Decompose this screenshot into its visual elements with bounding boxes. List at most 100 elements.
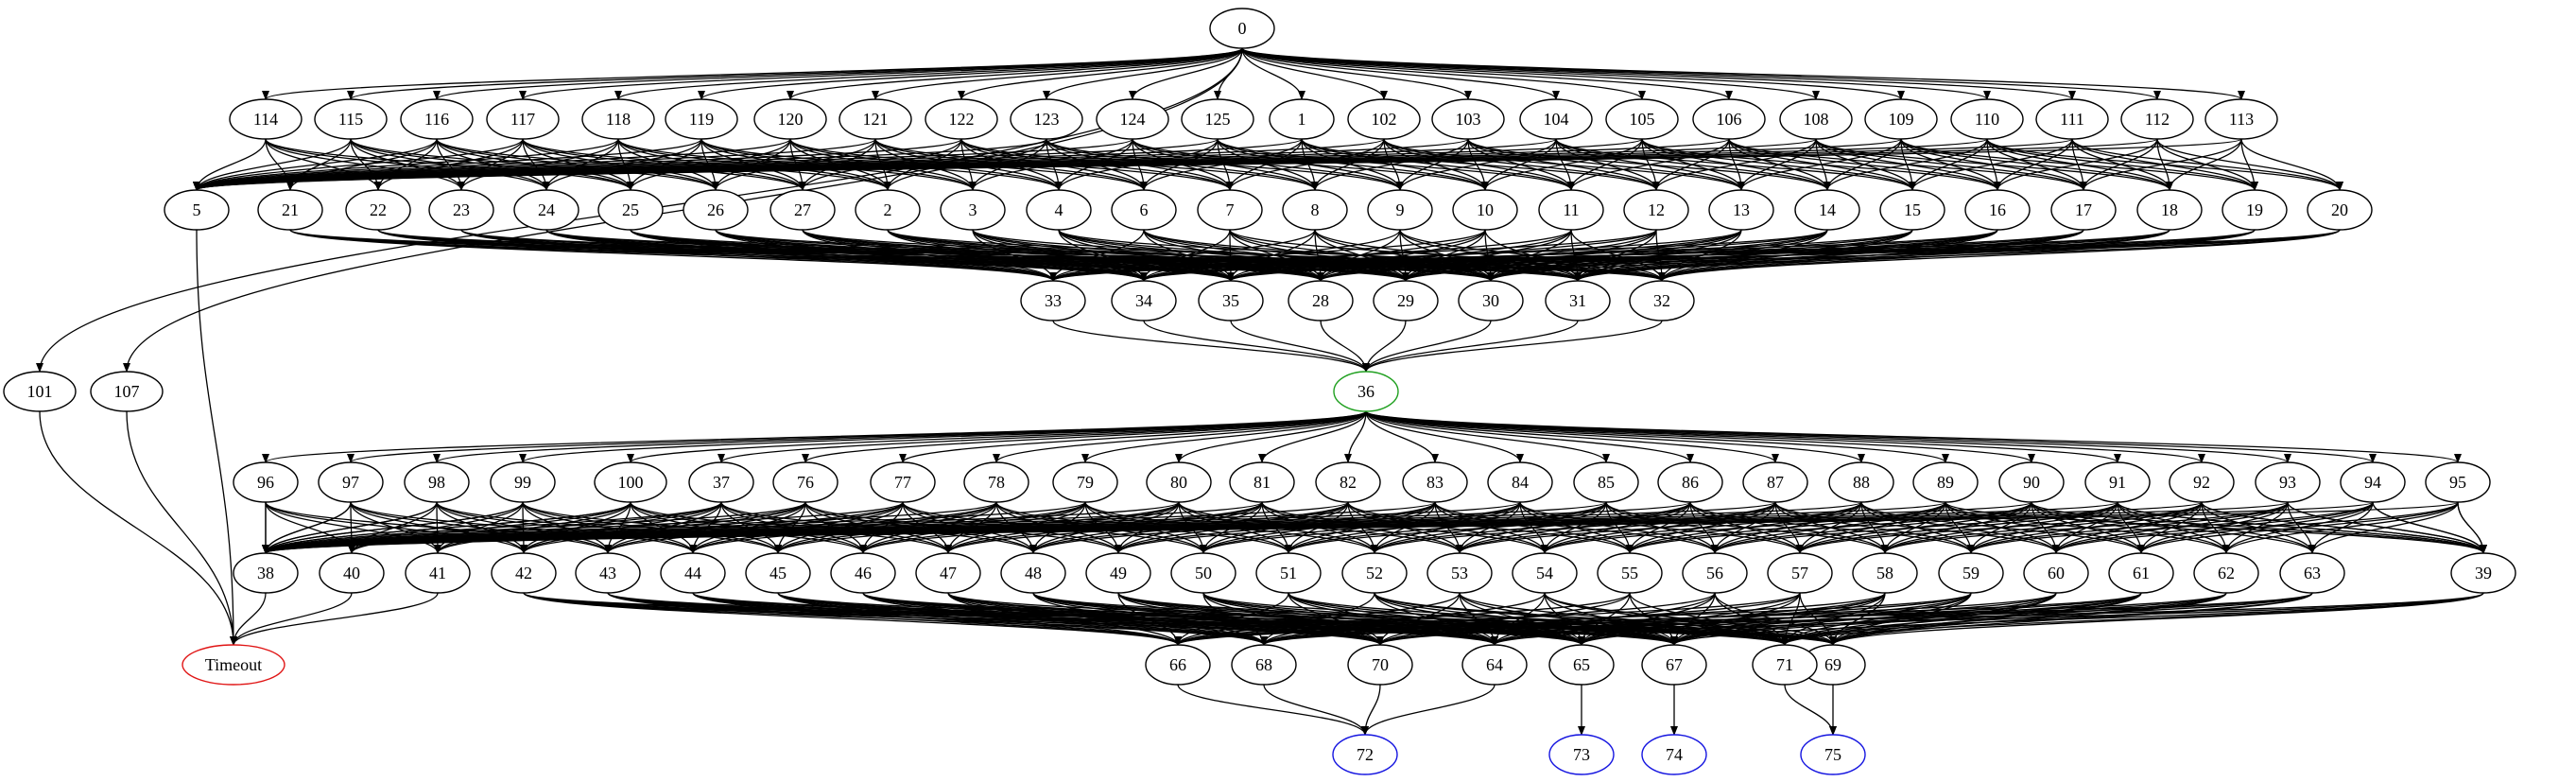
node-84: 84 <box>1487 461 1553 503</box>
edge-87-to-53 <box>1456 501 1776 554</box>
node-ellipse <box>3 371 77 412</box>
node-40: 40 <box>319 552 385 594</box>
edge-106-to-11 <box>1567 138 1730 191</box>
node-ellipse <box>1692 98 1766 140</box>
node-label: 19 <box>2246 200 2263 219</box>
node-ellipse <box>1373 280 1439 321</box>
node-label: 67 <box>1666 655 1683 674</box>
node-ellipse <box>1623 189 1689 231</box>
edge-87-to-52 <box>1371 501 1776 554</box>
edge-64-to-72 <box>1361 684 1495 736</box>
edge-10-to-28 <box>1317 229 1486 282</box>
node-46: 46 <box>830 552 896 594</box>
edge-36-to-86 <box>1365 410 1694 463</box>
node-ellipse <box>1458 280 1524 321</box>
node-label: Timeout <box>205 655 262 674</box>
edge-92-to-57 <box>1796 501 2203 554</box>
edge-24-to-33 <box>545 229 1057 282</box>
node-ellipse <box>90 371 164 412</box>
node-label: 93 <box>2279 473 2296 492</box>
node-label: 44 <box>684 564 701 582</box>
edge-0-to-124 <box>1129 47 1243 100</box>
node-label: 107 <box>114 382 140 401</box>
node-ellipse <box>1197 189 1263 231</box>
edge-36-to-85 <box>1365 410 1610 463</box>
edge-95-to-60 <box>2052 501 2459 554</box>
edge-39-to-67 <box>1670 592 2484 646</box>
edge-53-to-71 <box>1459 592 1789 646</box>
edge-51-to-64 <box>1288 592 1498 646</box>
edge-48-to-64 <box>1032 592 1498 646</box>
node-26: 26 <box>683 189 749 231</box>
edge-36-to-87 <box>1365 410 1779 463</box>
edge-36-to-77 <box>899 410 1367 463</box>
node-label: 100 <box>618 473 644 492</box>
node-18: 18 <box>2136 189 2203 231</box>
node-ellipse <box>1752 644 1818 686</box>
node-ellipse <box>400 98 474 140</box>
node-ellipse <box>164 189 230 231</box>
node-label: 110 <box>1975 110 1999 129</box>
edge-110-to-15 <box>1909 138 1988 191</box>
edge-41-to-Timeout <box>230 592 439 646</box>
node-ellipse <box>665 98 738 140</box>
edge-70-to-72 <box>1361 684 1381 736</box>
node-label: 50 <box>1195 564 1212 582</box>
node-label: 95 <box>2449 473 2466 492</box>
node-label: 56 <box>1706 564 1723 582</box>
node-label: 28 <box>1312 291 1329 310</box>
node-ellipse <box>1998 461 2065 503</box>
node-label: 15 <box>1904 200 1921 219</box>
node-6: 6 <box>1111 189 1177 231</box>
node-label: 90 <box>2023 473 2040 492</box>
node-label: 8 <box>1311 200 1320 219</box>
node-ellipse <box>1964 189 2031 231</box>
edge-6-to-28 <box>1143 229 1324 282</box>
edge-111-to-16 <box>1994 138 2073 191</box>
edge-62-to-69 <box>1829 592 2227 646</box>
edge-0-to-121 <box>872 47 1243 100</box>
node-ellipse <box>314 98 388 140</box>
node-ellipse <box>1229 461 1295 503</box>
node-71: 71 <box>1752 644 1818 686</box>
edge-52-to-64 <box>1374 592 1498 646</box>
edge-36-to-88 <box>1365 410 1865 463</box>
node-ellipse <box>2193 552 2259 594</box>
edge-20-to-35 <box>1227 229 2341 282</box>
edge-45-to-70 <box>777 592 1384 646</box>
node-label: 117 <box>510 110 535 129</box>
edge-49-to-70 <box>1117 592 1384 646</box>
node-103: 103 <box>1431 98 1505 140</box>
node-2: 2 <box>855 189 921 231</box>
edge-36-to-82 <box>1344 410 1367 463</box>
edge-36-to-100 <box>627 410 1367 463</box>
node-102: 102 <box>1347 98 1421 140</box>
node-17: 17 <box>2050 189 2117 231</box>
node-29: 29 <box>1373 280 1439 321</box>
edge-39-to-68 <box>1260 592 2484 646</box>
node-label: 122 <box>949 110 975 129</box>
node-ellipse <box>1347 644 1413 686</box>
node-ellipse <box>229 98 303 140</box>
node-58: 58 <box>1852 552 1918 594</box>
edge-20-to-33 <box>1049 229 2341 282</box>
node-106: 106 <box>1692 98 1766 140</box>
node-label: 45 <box>769 564 787 582</box>
node-22: 22 <box>345 189 411 231</box>
node-25: 25 <box>597 189 664 231</box>
node-label: 113 <box>2229 110 2254 129</box>
edge-20-to-29 <box>1402 229 2341 282</box>
node-ellipse <box>1231 644 1297 686</box>
node-53: 53 <box>1426 552 1493 594</box>
node-82: 82 <box>1315 461 1381 503</box>
node-30: 30 <box>1458 280 1524 321</box>
edge-105-to-10 <box>1481 138 1643 191</box>
node-1: 1 <box>1269 98 1335 140</box>
edge-68-to-72 <box>1263 684 1369 736</box>
node-ellipse <box>319 552 385 594</box>
node-98: 98 <box>404 461 470 503</box>
edge-102-to-7 <box>1226 138 1385 191</box>
edge-0-to-105 <box>1241 47 1646 100</box>
node-ellipse <box>2279 552 2345 594</box>
